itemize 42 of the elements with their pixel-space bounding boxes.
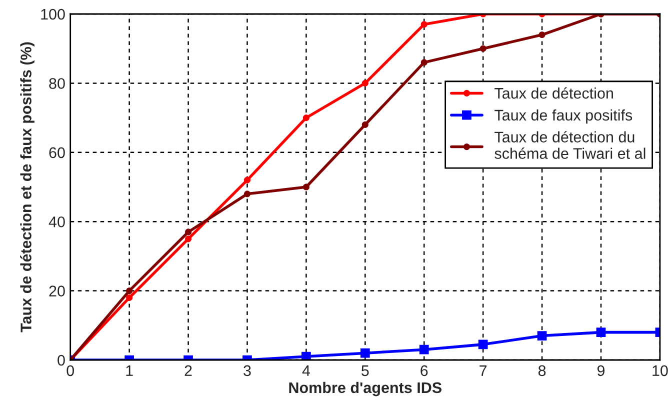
x-tick-label: 4	[302, 365, 310, 376]
y-tick-label: 40	[48, 216, 65, 228]
x-tick-label: 7	[480, 365, 487, 376]
x-tick-label: 1	[126, 365, 133, 376]
point	[419, 344, 429, 354]
point	[360, 348, 370, 358]
y-tick-label: 80	[49, 78, 65, 89]
point	[126, 294, 133, 302]
point	[302, 114, 310, 122]
y-axis-title: Taux de détection et de faux positifs (%)	[20, 42, 34, 332]
point	[538, 31, 546, 38]
y-tick-label: 0	[58, 354, 65, 366]
x-tick-label: 8	[538, 365, 546, 376]
x-tick-label: 6	[420, 365, 428, 376]
point	[244, 190, 251, 198]
point	[480, 45, 486, 52]
point	[302, 184, 310, 190]
legend-label: Taux de détection du schéma de Tiwari et al	[494, 131, 646, 159]
legend-label: Taux de détection	[494, 87, 613, 99]
y-tick-label: 20	[49, 286, 65, 296]
point	[126, 288, 133, 294]
point	[478, 340, 488, 350]
legend-label: Taux de faux positifs	[494, 109, 632, 124]
point	[362, 80, 368, 86]
point	[184, 228, 192, 236]
point	[420, 21, 428, 28]
y-tick-label: 60	[49, 147, 65, 158]
x-tick-label: 10	[652, 365, 668, 376]
point	[420, 59, 428, 66]
point	[244, 176, 251, 184]
x-tick-label: 5	[362, 365, 369, 376]
x-tick-label: 3	[244, 365, 251, 376]
x-tick-label: 0	[66, 365, 74, 376]
point	[184, 236, 192, 242]
point	[537, 331, 547, 340]
y-tick-label: 100	[41, 8, 65, 20]
x-axis-title: Nombre d'agents IDS	[289, 382, 442, 396]
point	[362, 121, 368, 128]
x-tick-label: 2	[184, 365, 192, 376]
x-tick-label: 9	[597, 365, 605, 376]
point	[302, 352, 311, 360]
point	[596, 328, 606, 338]
